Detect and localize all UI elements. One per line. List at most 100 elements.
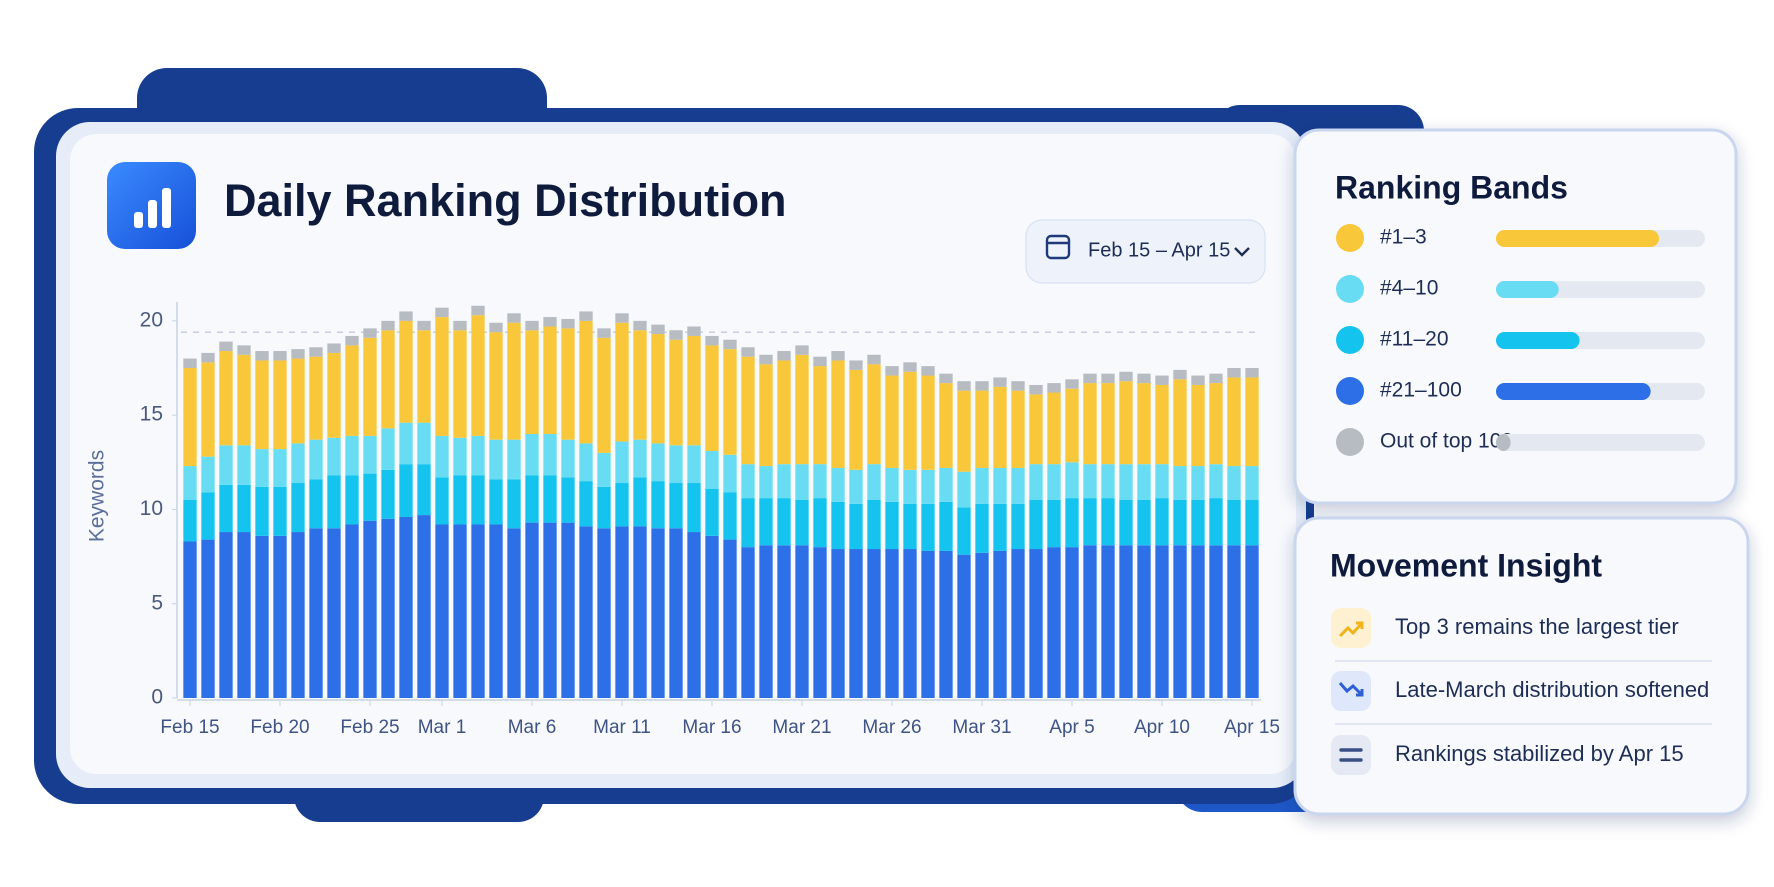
bar-segment — [1011, 503, 1025, 550]
bar-segment — [381, 518, 395, 698]
bar-segment — [939, 383, 953, 468]
bar-segment — [723, 454, 737, 493]
bar-segment — [1119, 545, 1133, 698]
bar-segment — [939, 550, 953, 698]
bar-segment — [255, 449, 269, 487]
bar-segment — [1083, 498, 1097, 546]
bar-segment — [1101, 464, 1115, 499]
bar-segment — [939, 467, 953, 502]
bar-segment — [957, 381, 971, 391]
bar-segment — [669, 339, 683, 446]
bar-segment — [777, 360, 791, 465]
bar-segment — [291, 483, 305, 533]
bar-segment — [543, 434, 557, 476]
bar-segment — [1065, 547, 1079, 698]
x-tick-label: Mar 31 — [952, 717, 1011, 738]
bar-segment — [435, 307, 449, 318]
bar-segment — [633, 439, 647, 478]
level-bar — [1496, 383, 1651, 400]
bar-segment — [1011, 390, 1025, 468]
bar-segment — [903, 362, 917, 372]
bar-segment — [1209, 464, 1223, 499]
plot: 0 5 10 15 20 Feb 15 Feb 20 Feb 25 Mar 1 Mar 6 Mar … — [140, 302, 1280, 738]
bar-segment — [669, 483, 683, 529]
bar-segment — [435, 477, 449, 525]
legend-panel — [1293, 128, 1738, 505]
bar-segment — [1209, 545, 1223, 698]
bar-segment — [201, 539, 215, 698]
bar-segment — [633, 320, 647, 331]
bar-segment — [759, 466, 773, 499]
bar-segment — [237, 484, 251, 533]
bar-segment — [237, 445, 251, 485]
bar-segment — [921, 366, 935, 376]
bar-segment — [381, 428, 395, 470]
bar-segment — [435, 317, 449, 436]
insight-title: Movement Insight — [1330, 547, 1602, 583]
bar-segment — [381, 320, 395, 331]
bar-segment — [291, 532, 305, 698]
bar-segment — [1173, 369, 1187, 380]
bar-segment — [615, 441, 629, 484]
bar-segment — [795, 545, 809, 698]
bar-segment — [507, 313, 521, 323]
bar-segment — [777, 545, 791, 698]
legend-label: #1–3 — [1380, 226, 1427, 249]
bar-segment — [795, 354, 809, 465]
bar-segment — [705, 450, 719, 489]
bar-segment — [1011, 467, 1025, 504]
bar-segment — [543, 317, 557, 327]
bar-segment — [975, 381, 989, 391]
bar-segment — [795, 345, 809, 355]
x-tick-label: Mar 11 — [593, 717, 651, 738]
x-tick-label: Feb 20 — [250, 717, 309, 738]
bar-segment — [1011, 549, 1025, 698]
bar-segment — [1029, 549, 1043, 698]
x-tick-label: Mar 21 — [772, 717, 831, 738]
bar-segment — [237, 532, 251, 698]
bar-segment — [471, 305, 485, 316]
bar-segment — [1209, 373, 1223, 384]
bar-segment — [309, 528, 323, 698]
bar-segment — [525, 320, 539, 331]
bar-segment — [291, 358, 305, 444]
bar-segment — [1227, 377, 1241, 467]
bar-segment — [1011, 381, 1025, 391]
bar-segment — [885, 501, 899, 550]
stable-icon — [1339, 748, 1363, 762]
bar-segment — [831, 351, 845, 361]
date-range-picker[interactable] — [1025, 219, 1266, 284]
bar-segment — [327, 475, 341, 529]
insight-text: Late-March distribution softened — [1395, 677, 1709, 702]
bar-segment — [759, 498, 773, 546]
trend-down-icon — [1338, 682, 1364, 697]
bar-segment — [453, 475, 467, 525]
bar-segment — [327, 528, 341, 698]
bar-segment — [345, 335, 359, 346]
bar-segment — [831, 501, 845, 550]
trend-up-icon — [1338, 621, 1364, 638]
y-axis-label: Keywords — [86, 450, 109, 542]
bar-segment — [633, 526, 647, 698]
bar-segment — [993, 386, 1007, 468]
bar-segment — [813, 464, 827, 499]
bar-segment — [993, 550, 1007, 698]
bar-segment — [255, 486, 269, 536]
bar-segment — [939, 373, 953, 384]
bar-segment — [1047, 500, 1061, 548]
bar-segment — [867, 500, 881, 550]
bar-segment — [1173, 545, 1187, 698]
bar-segment — [309, 479, 323, 529]
bar-segment — [921, 375, 935, 470]
bar-segment — [543, 326, 557, 434]
bar-segment — [705, 535, 719, 698]
bar-segment — [273, 360, 287, 450]
bar-segment — [363, 337, 377, 436]
bar-segment — [813, 366, 827, 465]
bar-segment — [1137, 464, 1151, 500]
bar-segment — [1191, 384, 1205, 467]
bar-segment — [867, 364, 881, 465]
bar-segment — [579, 481, 593, 527]
bar-segment — [885, 467, 899, 502]
icon-glyph — [148, 200, 157, 228]
